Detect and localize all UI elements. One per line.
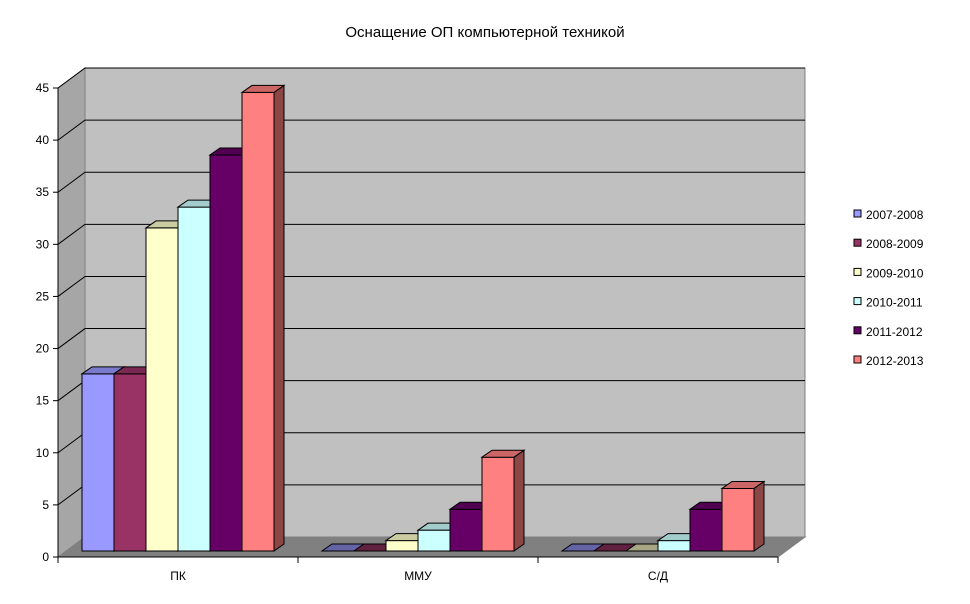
legend-entry: 2007-2008 xyxy=(853,208,924,222)
legend-entry: 2008-2009 xyxy=(853,237,924,251)
legend-label: 2007-2008 xyxy=(866,208,924,222)
legend-label: 2008-2009 xyxy=(866,237,924,251)
legend-swatch xyxy=(853,267,862,276)
legend-label: 2009-2010 xyxy=(866,266,924,280)
bar-front xyxy=(113,373,147,552)
bar-top xyxy=(240,84,286,93)
legend-entry: 2010-2011 xyxy=(853,296,923,310)
bar-side xyxy=(753,480,765,552)
x-tick-label: ММУ xyxy=(404,569,432,583)
axes: 0 5 10 15 20 25 30 35 40 45 ПК ММУ С/Д xyxy=(36,81,779,583)
legend-swatch xyxy=(853,326,862,335)
gridline xyxy=(57,328,805,349)
bars xyxy=(80,84,766,552)
bar-top xyxy=(720,480,766,489)
legend: 2007-2008 2008-2009 2009-2010 2010-2011 2011… xyxy=(853,208,924,368)
y-tick-label: 30 xyxy=(36,237,50,251)
legend-label: 2011-2012 xyxy=(866,325,923,339)
legend-label: 2010-2011 xyxy=(866,296,923,310)
plot-side-wall xyxy=(57,67,86,558)
legend-entry: 2012-2013 xyxy=(853,354,924,368)
y-tick-label: 0 xyxy=(42,550,49,564)
gridline xyxy=(57,223,805,245)
bar-side xyxy=(513,449,525,552)
bar-front xyxy=(689,508,723,552)
bar-front xyxy=(209,154,243,552)
x-tick-label: С/Д xyxy=(648,569,668,583)
gridline xyxy=(57,119,805,141)
gridline xyxy=(57,275,805,297)
bar xyxy=(240,84,286,552)
legend-swatch xyxy=(853,355,862,364)
y-tick-label: 5 xyxy=(42,498,49,512)
bar-front xyxy=(145,227,179,552)
legend-entry: 2011-2012 xyxy=(853,325,923,339)
bar xyxy=(480,449,526,552)
bar-front xyxy=(241,91,275,552)
y-tick-label: 25 xyxy=(36,289,50,303)
legend-label: 2012-2013 xyxy=(866,354,924,368)
x-tick-label: ПК xyxy=(170,569,186,583)
legend-swatch xyxy=(853,238,862,247)
gridline xyxy=(57,171,805,193)
y-tick-label: 45 xyxy=(36,81,50,95)
y-tick-label: 35 xyxy=(36,185,50,199)
y-tick-label: 40 xyxy=(36,133,50,147)
y-tick-label: 15 xyxy=(36,394,50,408)
bar-top xyxy=(480,449,526,458)
bar-front xyxy=(177,206,211,552)
bar-front xyxy=(721,487,755,552)
bar-front xyxy=(417,529,451,552)
bar-front xyxy=(385,540,419,552)
y-tick-label: 10 xyxy=(36,446,50,460)
legend-swatch xyxy=(853,297,862,306)
bar xyxy=(720,480,766,552)
chart-title: Оснащение ОП компьютерной техникой xyxy=(345,24,624,41)
legend-entry: 2009-2010 xyxy=(853,266,924,280)
bar-front xyxy=(81,373,115,552)
gridline xyxy=(57,67,805,89)
bar-front xyxy=(657,540,691,552)
y-tick-label: 20 xyxy=(36,342,50,356)
bar-front xyxy=(449,508,483,552)
bar-front xyxy=(481,456,515,552)
bar-side xyxy=(273,84,285,552)
legend-swatch xyxy=(853,209,862,218)
